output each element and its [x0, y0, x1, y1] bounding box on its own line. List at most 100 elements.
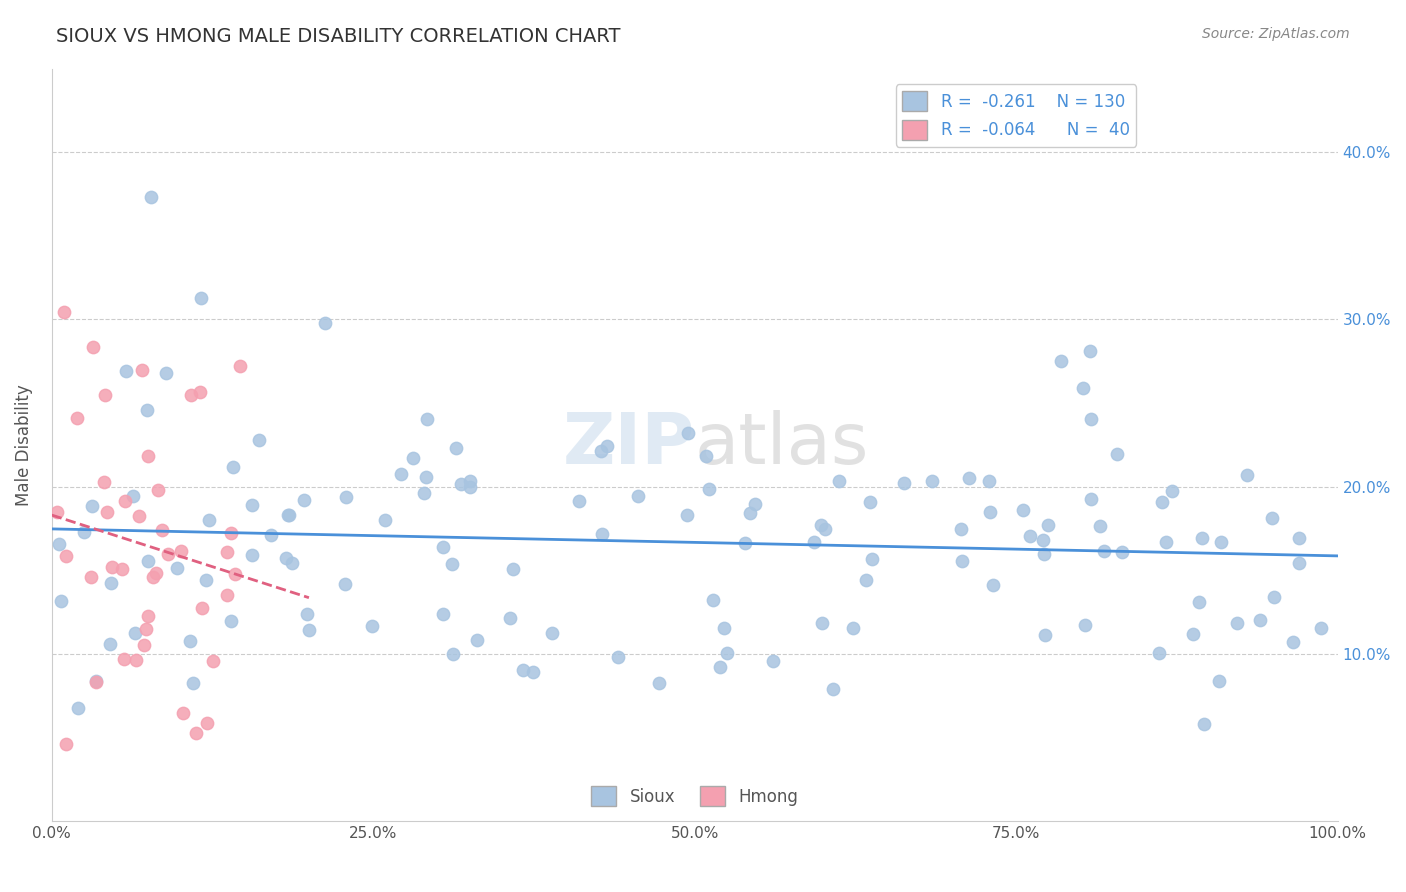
Point — [1147, 647, 1170, 661]
Point — [432, 541, 454, 555]
Point — [297, 607, 319, 622]
Point — [855, 573, 877, 587]
Point — [1181, 626, 1204, 640]
Point — [803, 535, 825, 549]
Point — [55, 737, 77, 751]
Point — [415, 470, 437, 484]
Point — [240, 498, 263, 512]
Point — [1111, 544, 1133, 558]
Point — [222, 460, 245, 475]
Point — [1209, 535, 1232, 549]
Point — [277, 508, 299, 522]
Point — [1032, 533, 1054, 548]
Point — [1019, 529, 1042, 543]
Point — [172, 706, 194, 720]
Point — [589, 443, 612, 458]
Point — [247, 433, 270, 447]
Point — [136, 608, 159, 623]
Point — [893, 476, 915, 491]
Point — [100, 575, 122, 590]
Point — [440, 558, 463, 572]
Point — [402, 451, 425, 466]
Y-axis label: Male Disability: Male Disability — [15, 384, 32, 506]
Point — [981, 578, 1004, 592]
Point — [202, 654, 225, 668]
Point — [842, 621, 865, 635]
Point — [190, 291, 212, 305]
Text: Source: ZipAtlas.com: Source: ZipAtlas.com — [1202, 27, 1350, 41]
Point — [957, 471, 980, 485]
Point — [1107, 447, 1129, 461]
Point — [1092, 544, 1115, 558]
Point — [188, 384, 211, 399]
Point — [697, 482, 720, 496]
Point — [136, 553, 159, 567]
Point — [1192, 717, 1215, 731]
Point — [921, 474, 943, 488]
Point — [181, 676, 204, 690]
Point — [859, 495, 882, 509]
Point — [1090, 519, 1112, 533]
Point — [84, 673, 107, 688]
Point — [1288, 531, 1310, 545]
Point — [80, 570, 103, 584]
Point — [155, 367, 177, 381]
Point — [195, 715, 218, 730]
Point — [499, 611, 522, 625]
Point — [114, 494, 136, 508]
Point — [260, 528, 283, 542]
Point — [333, 577, 356, 591]
Point — [361, 619, 384, 633]
Point — [217, 589, 239, 603]
Point — [1282, 635, 1305, 649]
Point — [389, 467, 412, 481]
Point — [145, 566, 167, 581]
Point — [979, 474, 1001, 488]
Point — [1150, 495, 1173, 509]
Point — [146, 483, 169, 498]
Point — [131, 363, 153, 377]
Point — [1226, 615, 1249, 630]
Point — [73, 525, 96, 540]
Point — [124, 626, 146, 640]
Point — [1249, 613, 1271, 627]
Point — [762, 654, 785, 668]
Point — [1309, 621, 1331, 635]
Point — [444, 442, 467, 456]
Point — [1263, 591, 1285, 605]
Point — [191, 601, 214, 615]
Point — [1208, 674, 1230, 689]
Point — [949, 523, 972, 537]
Point — [1080, 411, 1102, 425]
Point — [950, 554, 973, 568]
Point — [1191, 531, 1213, 545]
Point — [458, 479, 481, 493]
Point — [186, 726, 208, 740]
Point — [67, 701, 90, 715]
Point — [810, 615, 832, 630]
Point — [1288, 556, 1310, 570]
Point — [128, 509, 150, 524]
Point — [709, 660, 731, 674]
Point — [135, 623, 157, 637]
Point — [138, 449, 160, 463]
Point — [416, 412, 439, 426]
Point — [139, 189, 162, 203]
Point — [502, 562, 524, 576]
Point — [48, 537, 70, 551]
Point — [240, 548, 263, 562]
Point — [314, 316, 336, 330]
Legend: Sioux, Hmong: Sioux, Hmong — [585, 780, 806, 814]
Point — [142, 570, 165, 584]
Point — [136, 402, 159, 417]
Point — [1012, 502, 1035, 516]
Point — [512, 664, 534, 678]
Point — [132, 638, 155, 652]
Point — [219, 614, 242, 628]
Point — [1080, 491, 1102, 506]
Point — [96, 505, 118, 519]
Point — [112, 652, 135, 666]
Point — [278, 508, 301, 522]
Point — [1236, 467, 1258, 482]
Point — [101, 560, 124, 574]
